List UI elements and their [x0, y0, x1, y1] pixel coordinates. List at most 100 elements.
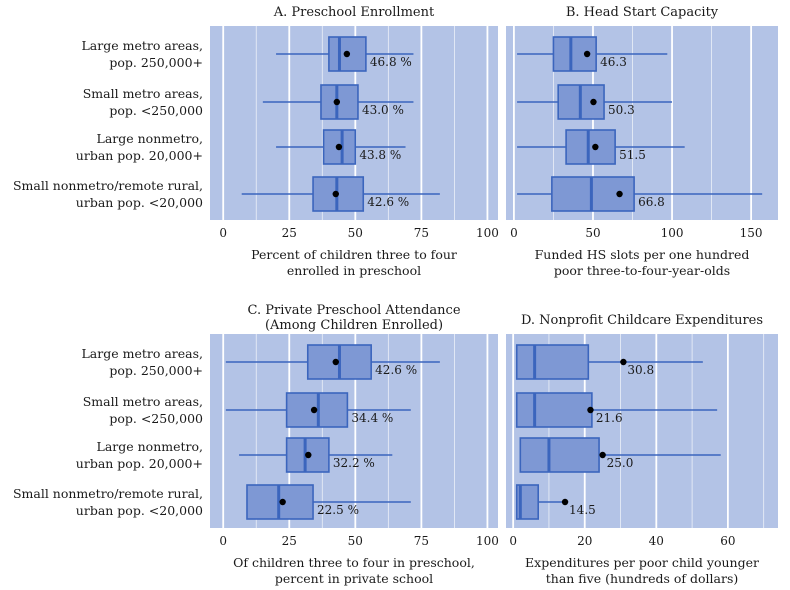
box-iqr [519, 437, 600, 473]
mean-dot [583, 50, 591, 58]
mean-label: 34.4 % [351, 411, 393, 425]
mean-dot [599, 451, 606, 459]
mean-label: 43.0 % [362, 103, 404, 117]
mean-label: 25.0 [607, 456, 634, 470]
mean-dot [587, 406, 594, 414]
mean-dot [592, 143, 599, 151]
tick-label: 75 [414, 226, 429, 240]
panel-title: (Among Children Enrolled) [265, 318, 443, 333]
category-label: Large nonmetro, [97, 131, 203, 146]
category-label: Small nonmetro/remote rural, [13, 486, 203, 501]
box-3: 43.8 % [276, 129, 406, 165]
category-label: pop. 250,000+ [109, 55, 203, 70]
category-label: urban pop. 20,000+ [76, 456, 203, 471]
panel-d: 0 20 40 60 D. Nonprofit Childcare Expenditur… [506, 313, 778, 586]
panel-title: B. Head Start Capacity [566, 5, 719, 20]
category-label: pop. <250,000 [109, 103, 203, 118]
mean-label: 30.8 [627, 363, 654, 377]
x-axis-label: Percent of children three to four [251, 247, 457, 262]
category-label: urban pop. <20,000 [76, 195, 203, 210]
panel-title: D. Nonprofit Childcare Expenditures [521, 313, 763, 328]
panel-b: 0 50 100 150 B. Head Start Capacity Funded HS… [506, 5, 778, 278]
tick-label: 0 [219, 226, 227, 240]
mean-dot [590, 98, 597, 106]
box-1: 46.3 [517, 36, 668, 72]
mean-label: 14.5 [569, 503, 596, 517]
tick-label: 50 [348, 534, 363, 548]
mean-label: 46.3 [600, 55, 627, 69]
mean-label: 42.6 % [367, 195, 409, 209]
category-label: Large metro areas, [81, 346, 203, 361]
box-iqr [515, 484, 540, 520]
tick-label: 75 [414, 534, 429, 548]
box-1: 46.8 % [276, 36, 414, 72]
box-2: 21.6 [515, 392, 718, 428]
box-3: 25.0 [519, 437, 721, 473]
tick-label: 50 [585, 226, 600, 240]
box-3: 32.2 % [239, 437, 393, 473]
tick-label: 0 [219, 534, 227, 548]
mean-dot [335, 143, 343, 151]
tick-label: 150 [740, 226, 763, 240]
mean-label: 21.6 [596, 411, 623, 425]
tick-label: 40 [649, 534, 664, 548]
mean-dot [620, 358, 627, 366]
tick-label: 100 [476, 534, 499, 548]
category-label: urban pop. <20,000 [76, 503, 203, 518]
mean-label: 50.3 [608, 103, 635, 117]
box-iqr [515, 344, 590, 380]
mean-dot [616, 190, 623, 198]
mean-label: 42.6 % [375, 363, 417, 377]
x-axis-label: percent in private school [275, 571, 433, 586]
box-2: 34.4 % [225, 392, 411, 428]
box-iqr [515, 392, 593, 428]
mean-label: 46.8 % [370, 55, 412, 69]
mean-dot [561, 498, 569, 506]
mean-dot [332, 190, 339, 198]
x-axis-label: poor three-to-four-year-olds [554, 263, 730, 278]
mean-dot [305, 451, 312, 459]
tick-label: 50 [348, 226, 363, 240]
tick-label: 25 [282, 226, 297, 240]
panel-background [506, 26, 778, 220]
x-axis-label: Funded HS slots per one hundred [535, 247, 750, 262]
mean-label: 43.8 % [359, 148, 401, 162]
category-label: Large nonmetro, [97, 439, 203, 454]
box-3: 51.5 [517, 129, 685, 165]
panel-a: 0 25 50 75 100 A. Preschool Enrollment Percent… [13, 5, 499, 278]
category-label: Small nonmetro/remote rural, [13, 178, 203, 193]
box-iqr [565, 129, 616, 165]
category-label: urban pop. 20,000+ [76, 148, 203, 163]
x-axis-label: Of children three to four in preschool, [233, 555, 475, 570]
mean-dot [310, 406, 318, 414]
box-4: 22.5 % [246, 484, 411, 520]
panel-title: C. Private Preschool Attendance [247, 303, 460, 318]
mean-label: 32.2 % [333, 456, 375, 470]
box-2: 50.3 [517, 84, 673, 120]
mean-dot [333, 98, 341, 106]
category-label: Large metro areas, [81, 38, 203, 53]
category-label: Small metro areas, [83, 86, 203, 101]
mean-label: 51.5 [619, 148, 646, 162]
tick-label: 100 [661, 226, 684, 240]
mean-label: 22.5 % [317, 503, 359, 517]
box-4: 66.8 [517, 176, 763, 212]
mean-dot [279, 498, 286, 506]
box-2: 43.0 % [262, 84, 414, 120]
mean-dot [343, 50, 351, 58]
tick-label: 100 [476, 226, 499, 240]
tick-label: 0 [509, 534, 517, 548]
x-axis-label: Expenditures per poor child younger [525, 555, 759, 570]
box-4: 42.6 % [241, 176, 440, 212]
box-1: 30.8 [515, 344, 703, 380]
mean-dot [332, 358, 339, 366]
tick-label: 0 [510, 226, 518, 240]
box-4: 14.5 [515, 484, 596, 520]
x-axis-label: enrolled in preschool [287, 263, 421, 278]
tick-label: 20 [577, 534, 592, 548]
mean-label: 66.8 [638, 195, 665, 209]
category-label: pop. <250,000 [109, 411, 203, 426]
panel-title: A. Preschool Enrollment [273, 5, 435, 20]
panel-c: 0 25 50 75 100 C. Private Preschool Attendanc… [13, 303, 499, 586]
